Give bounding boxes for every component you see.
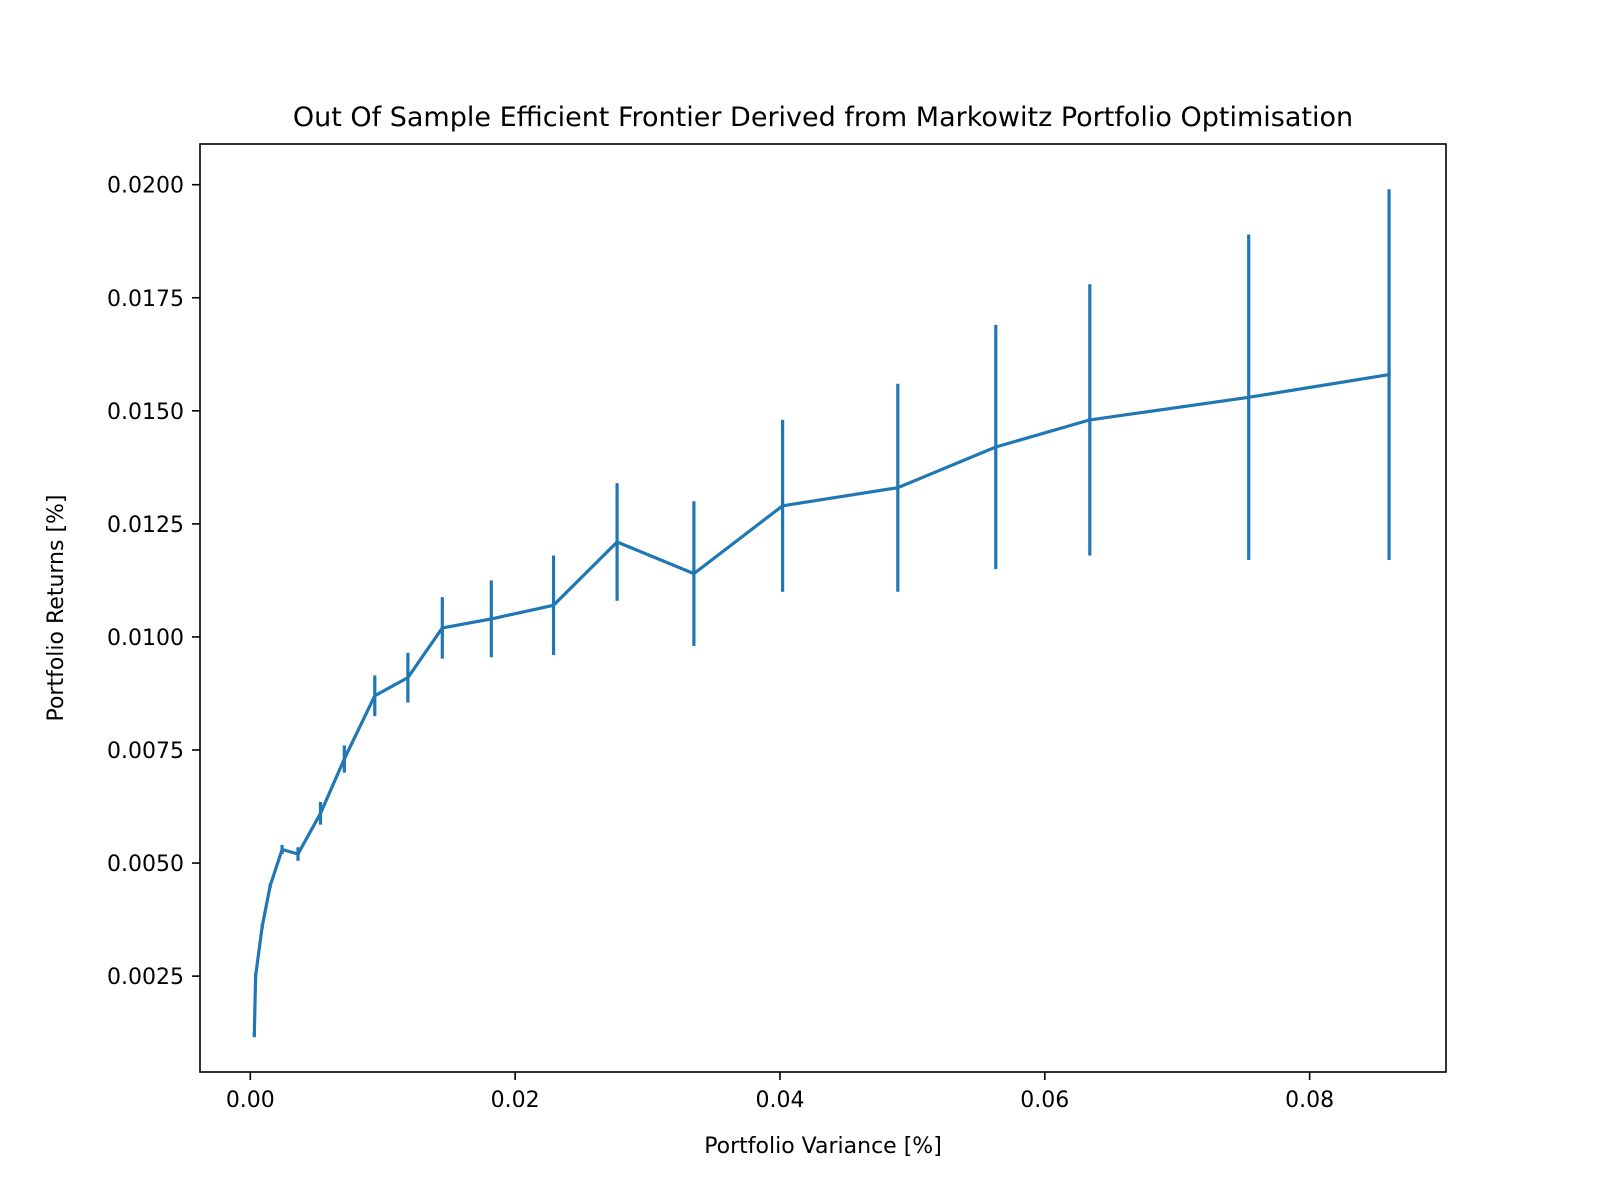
y-tick-label: 0.0175 [107, 287, 184, 312]
y-tick-label: 0.0075 [107, 739, 184, 764]
chart-title: Out Of Sample Efficient Frontier Derived… [293, 102, 1353, 133]
x-tick-label: 0.00 [226, 1088, 275, 1113]
x-tick-label: 0.02 [491, 1088, 540, 1113]
x-axis-title: Portfolio Variance [%] [704, 1134, 942, 1159]
plot-frame [199, 143, 1447, 1073]
y-tick-label: 0.0050 [107, 852, 184, 877]
y-tick-label: 0.0150 [107, 400, 184, 425]
x-tick-label: 0.08 [1285, 1088, 1334, 1113]
x-axis: 0.00 0.02 0.04 0.06 0.08 [226, 1072, 1334, 1113]
y-axis-title: Portfolio Returns [%] [44, 494, 69, 721]
y-tick-label: 0.0200 [107, 174, 184, 199]
x-tick-label: 0.04 [755, 1088, 804, 1113]
x-tick-label: 0.06 [1020, 1088, 1069, 1113]
y-axis: 0.0025 0.0050 0.0075 0.0100 0.0125 0.0150 0.01… [107, 174, 200, 990]
y-tick-label: 0.0100 [107, 626, 184, 651]
y-tick-label: 0.0025 [107, 965, 184, 990]
series-line [252, 372, 1391, 1037]
y-tick-label: 0.0125 [107, 513, 184, 538]
plot-area [252, 189, 1391, 1038]
